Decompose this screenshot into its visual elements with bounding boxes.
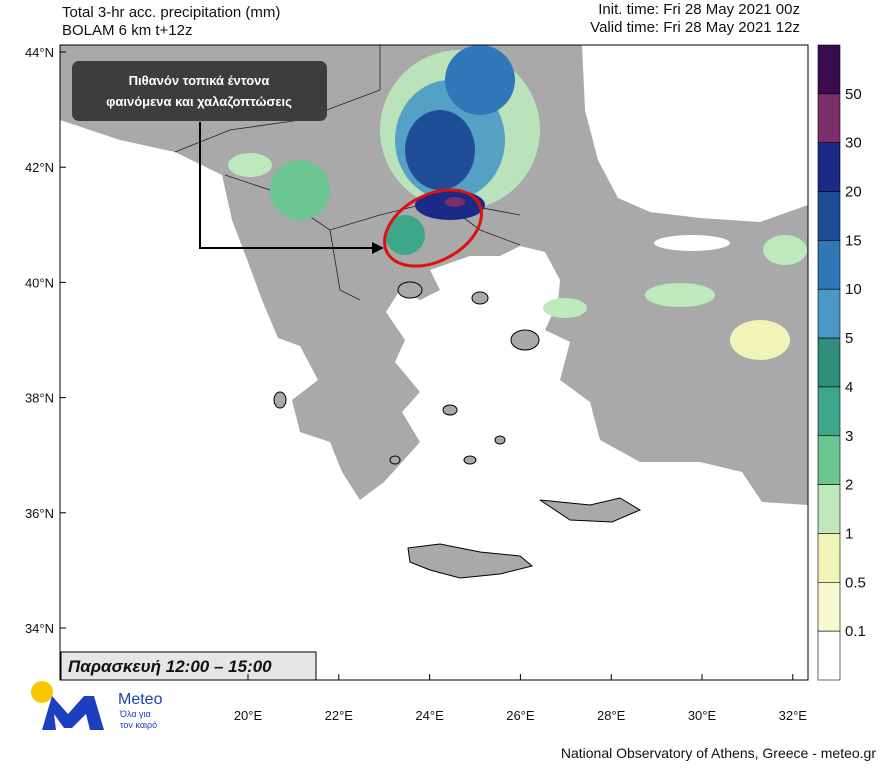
colorbar-label: 0.1 (845, 623, 866, 640)
time-box (60, 651, 317, 681)
annotation-line: Πιθανόν τοπικά έντονα (129, 73, 270, 88)
annotation-box (72, 61, 327, 121)
colorbar-label: 4 (845, 379, 853, 396)
lon-label: 28°E (597, 708, 626, 723)
lon-label: 24°E (415, 708, 444, 723)
lon-label: 30°E (688, 708, 717, 723)
colorbar-label: 1 (845, 525, 853, 542)
colorbar-box (817, 386, 841, 437)
arrow (199, 122, 372, 249)
colorbar-box (817, 288, 841, 339)
lat-label: 44°N (25, 45, 54, 60)
title: Total 3-hr acc. precipitation (mm) (62, 4, 280, 21)
footer: National Observatory of Athens, Greece -… (561, 745, 876, 761)
init-time: Init. time: Fri 28 May 2021 00z (598, 1, 800, 18)
logo-name: Meteo (118, 691, 163, 708)
colorbar-box (817, 484, 841, 534)
colorbar-box (817, 533, 841, 583)
model: BOLAM 6 km t+12z (62, 22, 192, 39)
colorbar-label: 20 (845, 184, 862, 201)
highlight-ellipse (383, 188, 483, 268)
lon-label: 22°E (325, 708, 354, 723)
colorbar-box (817, 44, 841, 95)
colorbar-box (817, 93, 841, 143)
colorbar-label: 2 (845, 477, 853, 494)
logo-tagline: τον καιρό (120, 720, 157, 730)
colorbar-label: 50 (845, 86, 862, 103)
colorbar-label: 3 (845, 428, 853, 445)
logo: Meteo Όλα για τον καιρό (31, 681, 163, 730)
annotation-line: φαινόμενα και χαλαζοπτώσεις (106, 94, 292, 109)
colorbar-box (817, 240, 841, 290)
time-label: Παρασκευή 12:00 – 15:00 (68, 657, 272, 676)
colorbar-label: 0.5 (845, 574, 866, 591)
lat-label: 34°N (25, 621, 54, 636)
colorbar-label: 30 (845, 135, 862, 152)
lat-label: 38°N (25, 391, 54, 406)
colorbar: 50 30 20 15 10 5 4 3 2 1 0.5 0.1 (817, 44, 866, 681)
colorbar-label: 15 (845, 232, 862, 249)
colorbar-label: 10 (845, 281, 862, 298)
logo-tagline: Όλα για (119, 709, 151, 719)
lat-label: 42°N (25, 160, 54, 175)
lon-label: 26°E (506, 708, 535, 723)
precipitation (228, 45, 807, 360)
lon-label: 20°E (234, 708, 263, 723)
colorbar-box (817, 142, 841, 192)
arrow-head (372, 242, 384, 254)
colorbar-box (817, 191, 841, 241)
lon-label: 32°E (779, 708, 808, 723)
colorbar-box (817, 582, 841, 632)
lat-label: 36°N (25, 506, 54, 521)
colorbar-box (817, 630, 841, 681)
axes: 44°N 42°N 40°N 38°N 36°N 34°N 20°E 22°E 24°E 26°E… (25, 45, 807, 723)
lat-label: 40°N (25, 275, 54, 290)
colorbar-label: 5 (845, 330, 853, 347)
colorbar-box (817, 435, 841, 485)
valid-time: Valid time: Fri 28 May 2021 12z (590, 19, 800, 36)
map: Πιθανόν τοπικά έντονα φαινόμενα και χαλα… (59, 44, 809, 681)
colorbar-box (817, 337, 841, 388)
